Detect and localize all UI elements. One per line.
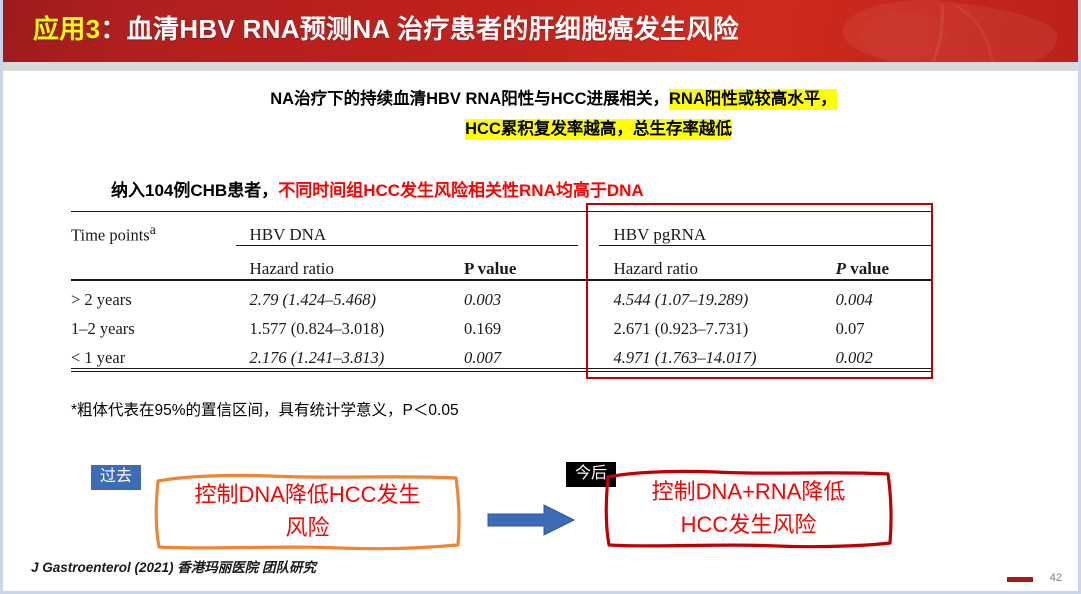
past-strategy-text: 控制DNA降低HCC发生 风险 (150, 478, 465, 544)
page-title-prefix: 应用3 (33, 14, 101, 44)
table-rule-bottom (71, 368, 933, 372)
table-subheader-row: Hazard ratio P value Hazard ratio P valu… (71, 246, 933, 280)
subheader-dna-p-value: P value (464, 246, 579, 280)
future-strategy-box: 控制DNA+RNA降低 HCC发生风险 (601, 468, 896, 551)
table-row: 1–2 years 1.577 (0.824–3.018) 0.169 2.67… (71, 310, 933, 339)
cell-time: > 2 years (71, 290, 132, 309)
cell-dna-hr: 2.79 (1.424–5.468) (249, 290, 377, 309)
transition-arrow-icon (487, 504, 576, 536)
header-time-points-label: Time points (71, 225, 150, 245)
subheader-empty (71, 246, 236, 280)
subheader-dna-p-value-label: P value (463, 259, 517, 278)
liver-illustration-icon (842, 0, 1058, 62)
subheader-rna-p-rest: value (846, 259, 890, 278)
results-table-grid: Time pointsa HBV DNA HBV pgRNA Hazard ra… (71, 212, 933, 368)
cell-rna-p: 0.07 (835, 319, 865, 338)
subheader-rna-p-italic: P (835, 259, 847, 278)
table-column-gap (578, 212, 599, 246)
header-group-rna: HBV pgRNA (599, 212, 836, 246)
table-row: < 1 year 2.176 (1.241–3.813) 0.007 4.971… (71, 339, 933, 368)
header-group-dna: HBV DNA (235, 212, 464, 246)
subtitle-line-1-plain: NA治疗下的持续血清HBV RNA阳性与HCC进展相关， (270, 90, 669, 108)
table-caption-plain: 纳入104例CHB患者， (111, 181, 279, 200)
future-strategy-line-1: 控制DNA+RNA降低 (651, 479, 846, 504)
subtitle-block: NA治疗下的持续血清HBV RNA阳性与HCC进展相关，RNA阳性或较高水平， … (3, 84, 1078, 144)
tag-past: 过去 (91, 465, 142, 490)
table-caption-red: 不同时间组HCC发生风险相关性RNA均高于DNA (278, 181, 644, 200)
page-number: 42 (1049, 572, 1062, 584)
table-caption: 纳入104例CHB患者，不同时间组HCC发生风险相关性RNA均高于DNA (111, 176, 644, 201)
cell-rna-hr: 4.971 (1.763–14.017) (613, 348, 757, 367)
cell-time: < 1 year (71, 348, 126, 367)
cell-rna-hr: 4.544 (1.07–19.289) (613, 290, 749, 309)
header-time-points: Time pointsa (71, 212, 236, 246)
cell-dna-p: 0.007 (463, 348, 502, 367)
table-header-rule (71, 279, 933, 281)
subheader-rna-p-value: P value (836, 246, 933, 280)
past-strategy-box: 控制DNA降低HCC发生 风险 (150, 471, 465, 554)
past-strategy-line-1: 控制DNA降低HCC发生 (194, 482, 421, 507)
cell-time: 1–2 years (71, 319, 135, 338)
subheader-gap (578, 246, 599, 280)
past-strategy-line-2: 风险 (285, 515, 330, 540)
header-group-rna-spacer (835, 212, 933, 246)
subtitle-line-1: NA治疗下的持续血清HBV RNA阳性与HCC进展相关，RNA阳性或较高水平， (3, 84, 1078, 114)
subtitle-line-2: HCC累积复发率越高，总生存率越低 (3, 114, 1078, 144)
cell-rna-hr: 2.671 (0.923–7.731) (613, 319, 749, 338)
cell-rna-p: 0.002 (835, 348, 873, 367)
citation-text: J Gastroenterol (2021) 香港玛丽医院 团队研究 (31, 560, 317, 575)
cell-dna-hr: 1.577 (0.824–3.018) (249, 319, 385, 338)
table-footnote: *粗体代表在95%的置信区间，具有统计学意义，P＜0.05 (71, 402, 459, 419)
slide-header-banner: 应用3：血清HBV RNA预测NA 治疗患者的肝细胞癌发生风险 (3, 0, 1078, 62)
page-title-main: ：血清HBV RNA预测NA 治疗患者的肝细胞癌发生风险 (100, 14, 740, 44)
subheader-rna-hazard-ratio: Hazard ratio (613, 259, 698, 278)
cell-gap (578, 281, 599, 310)
cell-dna-p: 0.003 (463, 290, 502, 309)
header-time-points-footnote-marker: a (149, 222, 156, 237)
future-strategy-text: 控制DNA+RNA降低 HCC发生风险 (601, 475, 896, 541)
results-table: Time pointsa HBV DNA HBV pgRNA Hazard ra… (71, 211, 933, 372)
cell-rna-p: 0.004 (835, 290, 873, 309)
table-rule-top (71, 211, 933, 212)
page-number-bar (1007, 577, 1033, 582)
page-title: 应用3：血清HBV RNA预测NA 治疗患者的肝细胞癌发生风险 (33, 9, 739, 46)
cell-gap (578, 339, 599, 368)
table-group-header-row: Time pointsa HBV DNA HBV pgRNA (71, 212, 933, 246)
header-group-dna-spacer (463, 212, 579, 246)
cell-gap (578, 310, 599, 339)
subtitle-line-1-highlight: RNA阳性或较高水平， (669, 89, 837, 110)
subheader-dna-hazard-ratio: Hazard ratio (249, 259, 335, 278)
subtitle-line-2-highlight: HCC累积复发率越高，总生存率越低 (465, 119, 732, 140)
cell-dna-p: 0.169 (463, 319, 502, 338)
future-strategy-line-2: HCC发生风险 (680, 512, 817, 537)
table-row: > 2 years 2.79 (1.424–5.468) 0.003 4.544… (71, 281, 933, 310)
banner-underline-bar (3, 62, 1078, 71)
cell-dna-hr: 2.176 (1.241–3.813) (249, 348, 385, 367)
